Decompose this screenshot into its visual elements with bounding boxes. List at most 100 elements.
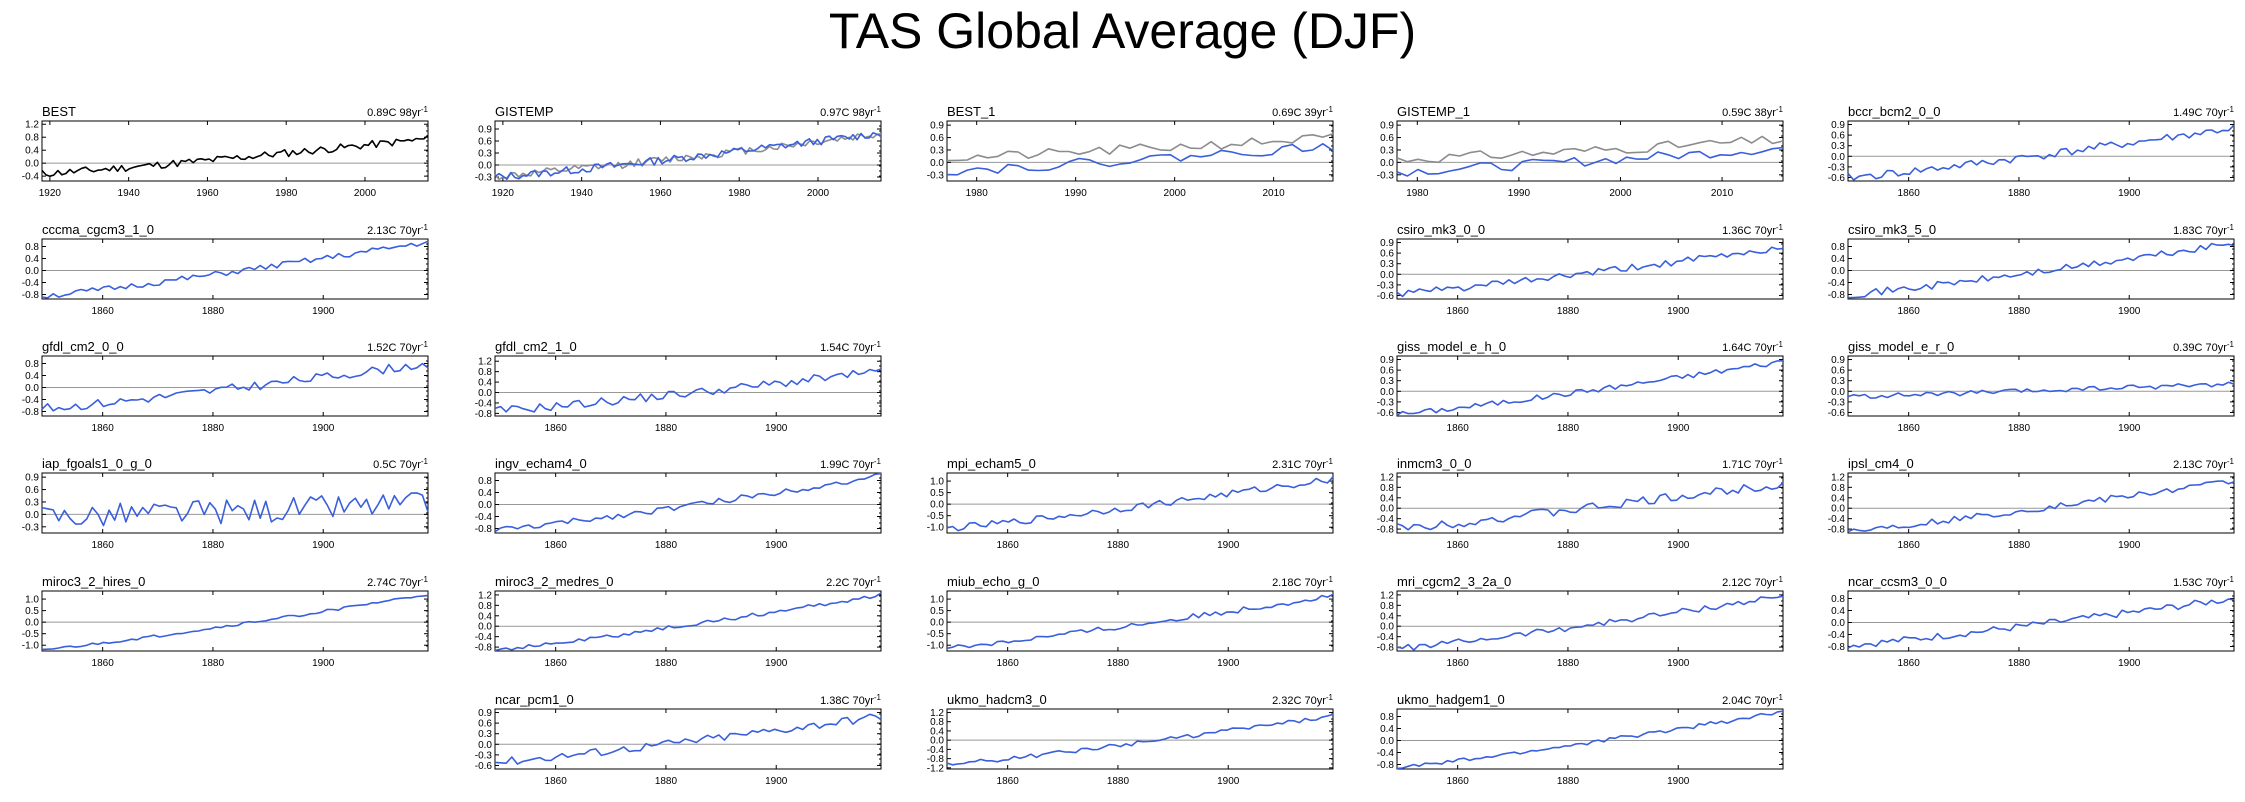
y-tick-label: 0.0 bbox=[25, 266, 39, 277]
x-tick-label: 2010 bbox=[1262, 188, 1285, 199]
x-tick-label: 2000 bbox=[1164, 188, 1187, 199]
y-tick-label: 0.9 bbox=[930, 121, 944, 132]
x-tick-label: 1900 bbox=[1217, 658, 1240, 669]
series-line-bccr_bcm2_0_0 bbox=[1847, 124, 2235, 181]
y-tick-label: -0.5 bbox=[927, 511, 945, 522]
x-tick-label: 1980 bbox=[728, 188, 751, 199]
y-tick-label: 0.0 bbox=[478, 500, 492, 511]
y-tick-label: 0.5 bbox=[25, 606, 39, 617]
y-tick-label: 0.0 bbox=[930, 618, 944, 629]
y-tick-label: 0.8 bbox=[25, 359, 39, 370]
panel-cccma_cgcm3_1_0: cccma_cgcm3_1_0 2.13C 70yr-1-0.8-0.40.00.… bbox=[22, 222, 429, 317]
y-tick-label: 0.8 bbox=[1831, 594, 1845, 605]
series-line-GISTEMP_1 bbox=[1396, 146, 1784, 177]
x-tick-label: 1900 bbox=[1217, 540, 1240, 551]
x-tick-label: 1880 bbox=[202, 306, 225, 317]
y-tick-label: -0.8 bbox=[22, 407, 40, 418]
panel-title: iap_fgoals1_0_g_0 bbox=[42, 456, 152, 471]
y-tick-label: 0.3 bbox=[478, 149, 492, 160]
series-line-BEST bbox=[41, 134, 429, 177]
series-line-ncar_pcm1_0 bbox=[494, 713, 882, 765]
series-line-BEST_1 bbox=[946, 143, 1334, 176]
panel-miroc3_2_medres_0: miroc3_2_medres_0 2.2C 70yr-1-0.8-0.40.00… bbox=[475, 574, 882, 669]
panel-title: mpi_echam5_0 bbox=[947, 456, 1036, 471]
plot-frame bbox=[1847, 355, 2235, 417]
y-tick-label: 0.8 bbox=[1380, 712, 1394, 723]
y-tick-label: 0.8 bbox=[478, 601, 492, 612]
y-tick-label: 0.0 bbox=[1831, 266, 1845, 277]
y-tick-label: -0.6 bbox=[1377, 408, 1395, 419]
y-tick-label: 0.6 bbox=[478, 719, 492, 730]
y-tick-label: 0.0 bbox=[25, 159, 39, 170]
y-tick-label: -0.4 bbox=[475, 398, 493, 409]
y-tick-label: -0.8 bbox=[1828, 290, 1846, 301]
plot-frame bbox=[1396, 590, 1784, 652]
panel-stat: 1.53C 70yr-1 bbox=[2173, 575, 2234, 589]
y-tick-label: -0.4 bbox=[1377, 632, 1395, 643]
x-tick-label: 1880 bbox=[202, 423, 225, 434]
y-tick-label: 0.6 bbox=[1380, 366, 1394, 377]
y-tick-label: 1.0 bbox=[930, 595, 944, 606]
y-tick-label: -0.8 bbox=[475, 524, 493, 535]
series-line-giss_model_e_r_0 bbox=[1847, 381, 2235, 399]
plot-frame bbox=[41, 472, 429, 534]
panel-title: ncar_pcm1_0 bbox=[495, 692, 574, 707]
panel-stat: 0.5C 70yr-1 bbox=[373, 457, 428, 471]
panel-stat: 1.54C 70yr-1 bbox=[820, 340, 881, 354]
y-tick-label: 0.9 bbox=[1380, 238, 1394, 249]
x-tick-label: 1860 bbox=[997, 776, 1020, 787]
x-tick-label: 1880 bbox=[1557, 540, 1580, 551]
panel-ipsl_cm4_0: ipsl_cm4_0 2.13C 70yr-1-0.8-0.40.00.40.81… bbox=[1828, 456, 2235, 551]
y-tick-label: -0.6 bbox=[1828, 173, 1846, 184]
panel-title: gfdl_cm2_1_0 bbox=[495, 339, 577, 354]
x-tick-label: 1900 bbox=[1667, 540, 1690, 551]
y-tick-label: 0.0 bbox=[1380, 622, 1394, 633]
y-tick-label: 0.8 bbox=[478, 367, 492, 378]
y-tick-label: -0.4 bbox=[475, 512, 493, 523]
x-tick-label: 1900 bbox=[765, 423, 788, 434]
panel-title: miub_echo_g_0 bbox=[947, 574, 1040, 589]
panel-ukmo_hadcm3_0: ukmo_hadcm3_0 2.32C 70yr-1 -1.2-0.8-0.40.0… bbox=[927, 692, 1334, 787]
y-tick-label: 1.2 bbox=[478, 357, 492, 368]
x-tick-label: 1990 bbox=[1508, 188, 1531, 199]
panel-stat: 1.38C 70yr-1 bbox=[820, 693, 881, 707]
y-tick-label: -0.3 bbox=[1377, 397, 1395, 408]
series-line-ncar_ccsm3_0_0 bbox=[1847, 598, 2235, 649]
panel-title: ukmo_hadcm3_0 bbox=[947, 692, 1047, 707]
panel-BEST: BEST 0.89C 98yr-1 -0.4 0.0 0.4 0.8 1.2 1920 1940… bbox=[22, 104, 429, 199]
y-tick-label: 0.6 bbox=[478, 137, 492, 148]
panel-title: ipsl_cm4_0 bbox=[1848, 456, 1914, 471]
y-tick-label: 1.2 bbox=[1380, 472, 1394, 483]
x-tick-label: 1900 bbox=[1667, 306, 1690, 317]
y-tick-label: -0.4 bbox=[1828, 514, 1846, 525]
panel-BEST_1: BEST_1 0.69C 39yr-1 -0.30.0 0.30.60.9 1980 19… bbox=[927, 104, 1334, 199]
x-tick-label: 1880 bbox=[1557, 423, 1580, 434]
y-tick-label: 0.0 bbox=[25, 510, 39, 521]
series-line-mpi_echam5_0 bbox=[946, 476, 1334, 532]
series-line-miroc3_2_medres_0 bbox=[494, 592, 882, 652]
plot-frame bbox=[41, 590, 429, 652]
y-tick-label: -0.3 bbox=[927, 170, 945, 181]
series-line-GISTEMP bbox=[494, 132, 882, 180]
x-tick-label: 1880 bbox=[202, 658, 225, 669]
panel-stat: 1.36C 70yr-1 bbox=[1722, 223, 1783, 237]
y-tick-label: -0.4 bbox=[22, 278, 40, 289]
x-tick-label: 1980 bbox=[966, 188, 989, 199]
panel-stat: 2.2C 70yr-1 bbox=[826, 575, 881, 589]
panel-ncar_pcm1_0: ncar_pcm1_0 1.38C 70yr-1 -0.6-0.30.00.30.6… bbox=[475, 692, 882, 787]
series-line-miub_echo_g_0 bbox=[946, 593, 1334, 650]
x-tick-label: 1860 bbox=[92, 540, 115, 551]
x-tick-label: 1900 bbox=[1667, 658, 1690, 669]
series-line-miroc3_2_hires_0 bbox=[41, 594, 429, 651]
y-tick-label: -0.3 bbox=[1377, 170, 1395, 181]
y-tick-label: 0.3 bbox=[1380, 259, 1394, 270]
figure-title: TAS Global Average (DJF) bbox=[828, 3, 1417, 59]
panel-stat: 1.83C 70yr-1 bbox=[2173, 223, 2234, 237]
panel-stat: 0.89C 98yr-1 bbox=[367, 105, 428, 119]
y-tick-label: -0.4 bbox=[1828, 278, 1846, 289]
x-tick-label: 1980 bbox=[1406, 188, 1429, 199]
panel-GISTEMP: GISTEMP 0.97C 98yr-1 -0.30.00.30.60.9 1920 1… bbox=[475, 104, 882, 199]
plot-frame bbox=[946, 120, 1334, 182]
panel-title: bccr_bcm2_0_0 bbox=[1848, 104, 1941, 119]
